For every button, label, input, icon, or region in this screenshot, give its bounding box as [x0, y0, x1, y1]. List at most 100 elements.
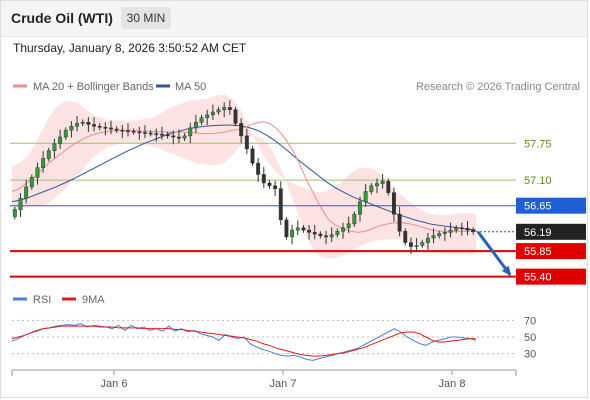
- attribution: Research © 2026 Trading Central: [416, 81, 580, 93]
- candle: [273, 180, 278, 197]
- candle: [448, 222, 453, 238]
- timeframe-button[interactable]: 30 MIN: [121, 7, 171, 29]
- candle-body: [154, 133, 159, 135]
- legend-9ma-label: 9MA: [82, 294, 105, 306]
- candle-body: [301, 227, 306, 231]
- candle-body: [386, 181, 391, 193]
- candle-body: [273, 185, 278, 189]
- candle: [92, 117, 96, 132]
- candle: [188, 122, 193, 144]
- candle-body: [290, 229, 295, 238]
- candle: [69, 121, 74, 138]
- candle: [160, 126, 164, 140]
- candle-body: [52, 143, 57, 151]
- candle-body: [420, 242, 425, 246]
- candle: [216, 106, 221, 115]
- candle: [369, 182, 374, 195]
- candle: [199, 114, 204, 126]
- candle-body: [109, 127, 113, 130]
- candle-body: [403, 230, 408, 243]
- candle: [131, 128, 136, 135]
- rsi-plot-area: 30 50 70: [11, 315, 536, 361]
- candle-body: [58, 136, 63, 145]
- rsi-9ma-line: [11, 325, 476, 357]
- candle-body: [239, 123, 244, 137]
- candle-body: [69, 125, 74, 131]
- candle-body: [324, 235, 328, 238]
- candle: [227, 100, 232, 115]
- level-label-57.75: 57.75: [524, 138, 552, 150]
- time-axis: Jan 6 Jan 7 Jan 8: [11, 369, 517, 390]
- candle: [171, 130, 176, 145]
- candle-body: [392, 192, 396, 215]
- chart-header: Crude Oil (WTI) 30 MIN: [0, 0, 588, 37]
- candle-body: [244, 135, 249, 150]
- time-tick-label-2: Jan 8: [439, 378, 466, 390]
- candle-body: [352, 213, 357, 225]
- candle-body: [397, 213, 402, 232]
- candle-body: [408, 242, 413, 247]
- candle: [380, 173, 385, 189]
- candle: [267, 180, 272, 189]
- rsi-line: [11, 323, 477, 361]
- candle: [295, 220, 300, 236]
- candle: [80, 119, 85, 127]
- candle-body: [250, 148, 255, 164]
- candle: [165, 131, 170, 139]
- candle: [126, 123, 130, 137]
- candle-body: [63, 129, 68, 138]
- level-tag-56.65: [516, 197, 586, 214]
- candle-body: [80, 121, 85, 124]
- candle: [18, 193, 23, 218]
- candle: [261, 167, 266, 189]
- candle: [318, 231, 323, 239]
- candle-body: [210, 111, 215, 116]
- candle-body: [182, 135, 187, 139]
- candle-body: [442, 232, 447, 234]
- candle-body: [103, 127, 108, 129]
- candle-body: [216, 109, 221, 113]
- candle-body: [307, 229, 312, 233]
- candle-body: [75, 123, 80, 127]
- candle-body: [312, 232, 317, 235]
- candle-body: [267, 182, 272, 187]
- candle-body: [261, 174, 266, 184]
- candle: [222, 102, 227, 118]
- candle-body: [199, 117, 204, 123]
- candle: [471, 227, 476, 235]
- candle: [408, 237, 413, 254]
- time-tick-label-0: Jan 6: [101, 378, 128, 390]
- candle-body: [41, 158, 46, 168]
- candle: [312, 224, 317, 240]
- candle: [137, 126, 142, 140]
- candle: [363, 184, 368, 207]
- candle-body: [148, 132, 153, 135]
- forecast-arrow-line: [476, 230, 512, 276]
- candle: [193, 114, 198, 134]
- candle: [431, 228, 436, 244]
- candle: [250, 146, 255, 166]
- candle-body: [358, 201, 362, 215]
- candle-body: [114, 128, 119, 131]
- instrument-title: Crude Oil (WTI): [11, 10, 113, 26]
- candle-body: [222, 107, 227, 111]
- candle-body: [471, 229, 476, 233]
- level-label-56.65: 56.65: [524, 201, 552, 213]
- level-label-55.85: 55.85: [524, 246, 552, 258]
- candle: [414, 238, 419, 252]
- price-level-labels: 57.75 57.10 56.65 55.85 55.40 56.19: [516, 138, 586, 285]
- candle: [324, 230, 328, 245]
- candle-body: [143, 132, 147, 134]
- candle: [41, 151, 46, 173]
- candle: [437, 230, 442, 239]
- candle-body: [120, 129, 125, 132]
- candle: [386, 178, 391, 196]
- candle-body: [97, 125, 102, 128]
- legend-ma20-label: MA 20 + Bollinger Bands: [33, 81, 154, 93]
- candle: [52, 138, 57, 159]
- legend-ma50-label: MA 50: [175, 81, 206, 93]
- candle: [341, 222, 345, 239]
- candle-body: [459, 227, 464, 230]
- candle-body: [363, 191, 368, 202]
